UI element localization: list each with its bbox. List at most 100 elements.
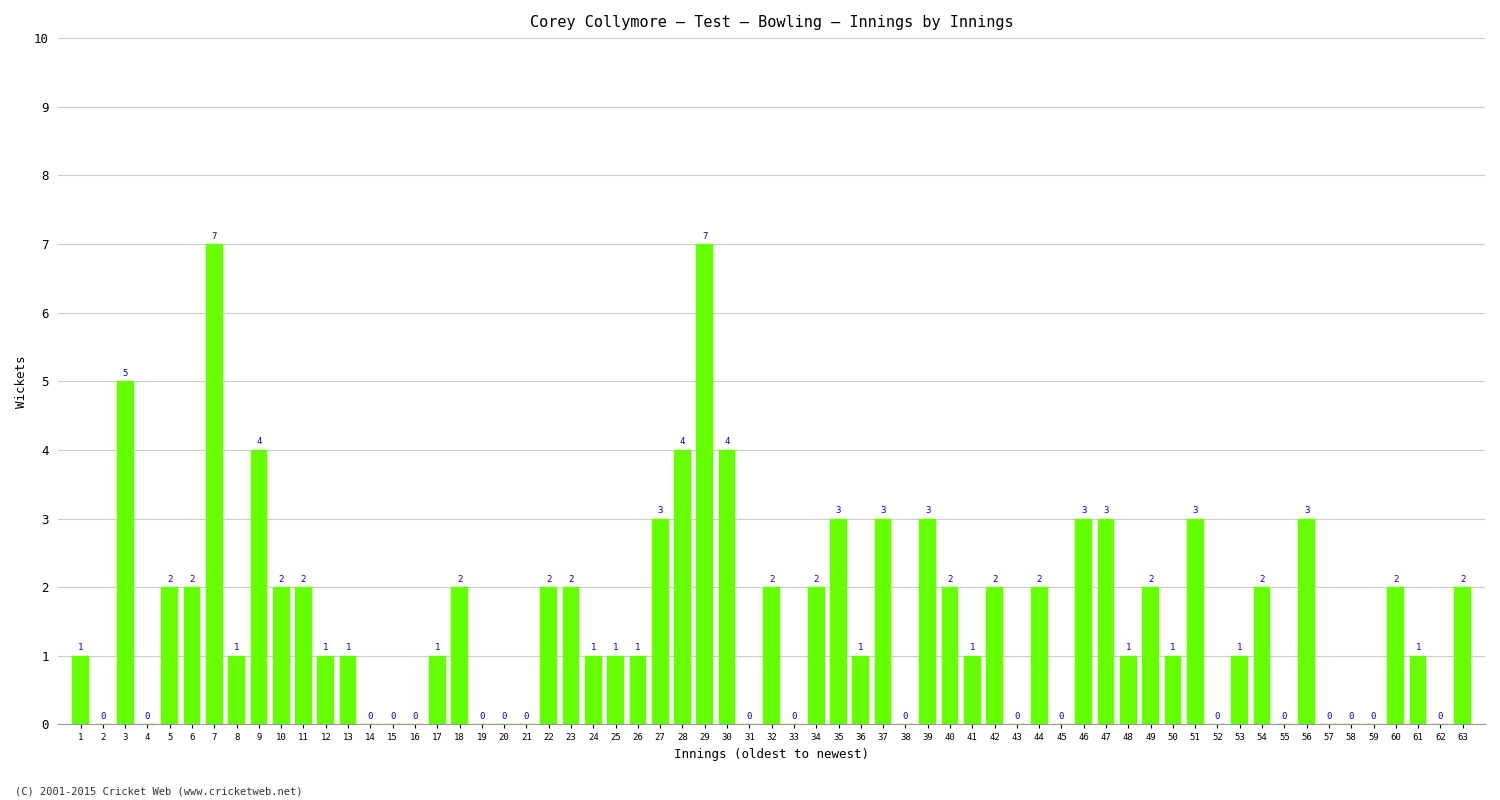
Text: 1: 1: [858, 643, 864, 652]
Bar: [1410, 656, 1426, 725]
Bar: [273, 587, 290, 725]
Text: 2: 2: [568, 574, 573, 584]
Bar: [339, 656, 357, 725]
Y-axis label: Wickets: Wickets: [15, 355, 28, 407]
Text: 2: 2: [302, 574, 306, 584]
Bar: [1164, 656, 1182, 725]
Text: 2: 2: [1260, 574, 1264, 584]
Bar: [318, 656, 334, 725]
Bar: [162, 587, 178, 725]
Text: 0: 0: [747, 712, 752, 721]
Text: 0: 0: [1059, 712, 1064, 721]
Bar: [1455, 587, 1472, 725]
Text: 0: 0: [1281, 712, 1287, 721]
Bar: [1030, 587, 1047, 725]
Text: 1: 1: [234, 643, 240, 652]
Text: 0: 0: [903, 712, 908, 721]
Bar: [1232, 656, 1248, 725]
Bar: [830, 518, 848, 725]
Text: 2: 2: [1460, 574, 1466, 584]
Text: (C) 2001-2015 Cricket Web (www.cricketweb.net): (C) 2001-2015 Cricket Web (www.cricketwe…: [15, 786, 303, 796]
Bar: [206, 244, 222, 725]
Bar: [696, 244, 712, 725]
Text: 4: 4: [256, 438, 261, 446]
Text: 0: 0: [790, 712, 796, 721]
Text: 1: 1: [591, 643, 596, 652]
Text: 1: 1: [435, 643, 439, 652]
Bar: [251, 450, 267, 725]
Bar: [808, 587, 825, 725]
Text: 1: 1: [634, 643, 640, 652]
Bar: [1098, 518, 1114, 725]
Text: 2: 2: [770, 574, 774, 584]
Bar: [1120, 656, 1137, 725]
Text: 3: 3: [1104, 506, 1108, 515]
Text: 0: 0: [146, 712, 150, 721]
Text: 2: 2: [279, 574, 284, 584]
Text: 0: 0: [100, 712, 105, 721]
Text: 4: 4: [724, 438, 729, 446]
Bar: [117, 382, 134, 725]
Text: 2: 2: [813, 574, 819, 584]
Text: 2: 2: [992, 574, 998, 584]
Bar: [72, 656, 88, 725]
Title: Corey Collymore – Test – Bowling – Innings by Innings: Corey Collymore – Test – Bowling – Innin…: [530, 15, 1014, 30]
Text: 0: 0: [1348, 712, 1354, 721]
Text: 0: 0: [390, 712, 396, 721]
Text: 0: 0: [368, 712, 374, 721]
Text: 2: 2: [166, 574, 172, 584]
Text: 1: 1: [345, 643, 351, 652]
Text: 7: 7: [211, 231, 217, 241]
Bar: [630, 656, 646, 725]
Text: 2: 2: [546, 574, 552, 584]
Text: 7: 7: [702, 231, 708, 241]
Bar: [920, 518, 936, 725]
Bar: [228, 656, 244, 725]
Bar: [1076, 518, 1092, 725]
Text: 0: 0: [524, 712, 530, 721]
Text: 1: 1: [78, 643, 84, 652]
Text: 2: 2: [1394, 574, 1398, 584]
Bar: [296, 587, 312, 725]
Text: 3: 3: [657, 506, 663, 515]
X-axis label: Innings (oldest to newest): Innings (oldest to newest): [674, 748, 868, 761]
Text: 0: 0: [1014, 712, 1020, 721]
Text: 3: 3: [880, 506, 886, 515]
Text: 0: 0: [1326, 712, 1332, 721]
Text: 0: 0: [1215, 712, 1219, 721]
Bar: [852, 656, 868, 725]
Text: 3: 3: [1082, 506, 1086, 515]
Bar: [764, 587, 780, 725]
Bar: [540, 587, 556, 725]
Bar: [585, 656, 602, 725]
Bar: [1254, 587, 1270, 725]
Bar: [874, 518, 891, 725]
Text: 1: 1: [1125, 643, 1131, 652]
Bar: [718, 450, 735, 725]
Text: 2: 2: [458, 574, 462, 584]
Bar: [1143, 587, 1160, 725]
Text: 2: 2: [1036, 574, 1042, 584]
Bar: [986, 587, 1004, 725]
Bar: [562, 587, 579, 725]
Text: 0: 0: [501, 712, 507, 721]
Bar: [183, 587, 201, 725]
Text: 0: 0: [1437, 712, 1443, 721]
Bar: [652, 518, 669, 725]
Text: 3: 3: [1192, 506, 1198, 515]
Text: 3: 3: [926, 506, 930, 515]
Text: 1: 1: [1170, 643, 1176, 652]
Bar: [452, 587, 468, 725]
Text: 1: 1: [614, 643, 618, 652]
Text: 0: 0: [478, 712, 484, 721]
Text: 3: 3: [836, 506, 842, 515]
Text: 1: 1: [1416, 643, 1420, 652]
Bar: [429, 656, 445, 725]
Bar: [942, 587, 958, 725]
Text: 4: 4: [680, 438, 686, 446]
Bar: [1388, 587, 1404, 725]
Bar: [674, 450, 692, 725]
Text: 0: 0: [1371, 712, 1376, 721]
Text: 1: 1: [969, 643, 975, 652]
Text: 1: 1: [1238, 643, 1242, 652]
